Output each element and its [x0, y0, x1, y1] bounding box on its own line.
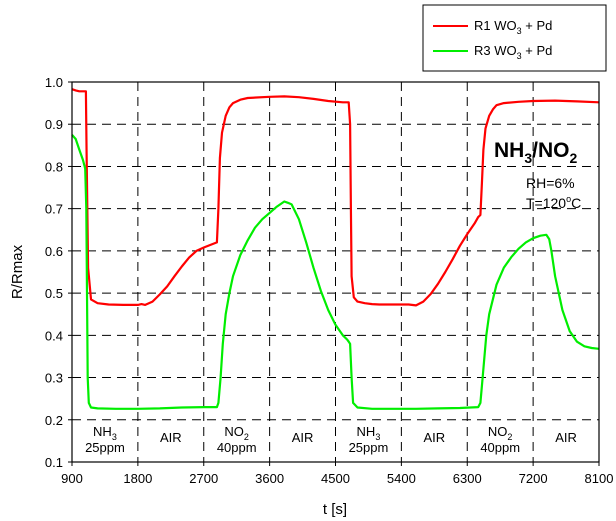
series-line-r1 — [71, 88, 600, 307]
x-tick-label: 5400 — [387, 471, 416, 486]
region-label-no2-2: 40ppm — [480, 440, 520, 455]
legend-label-r1: R1 WO3 + Pd — [474, 18, 552, 36]
series-lines — [71, 88, 600, 410]
x-tick-label: 900 — [61, 471, 83, 486]
region-label-nh3-1: NH3 — [93, 424, 117, 442]
x-tick-label: 1800 — [123, 471, 152, 486]
region-label-air-1: AIR — [160, 430, 182, 445]
x-tick-label: 3600 — [255, 471, 284, 486]
y-tick-label: 0.9 — [45, 117, 63, 132]
y-axis-ticks: 0.1 0.2 0.3 0.4 0.5 0.6 0.7 0.8 0.9 1.0 — [45, 75, 72, 470]
y-tick-label: 0.7 — [45, 202, 63, 217]
x-tick-label: 6300 — [453, 471, 482, 486]
grid-lines — [72, 82, 599, 462]
y-axis-label: R/Rmax — [9, 244, 26, 299]
region-label-no2-1: 40ppm — [217, 440, 257, 455]
region-label-air-2: AIR — [292, 430, 314, 445]
y-tick-label: 0.6 — [45, 244, 63, 259]
y-tick-label: 0.5 — [45, 286, 63, 301]
y-tick-label: 0.1 — [45, 455, 63, 470]
y-tick-label: 0.2 — [45, 413, 63, 428]
legend-label-r3: R3 WO3 + Pd — [474, 43, 552, 61]
legend: R1 WO3 + Pd R3 WO3 + Pd — [422, 4, 607, 72]
y-tick-label: 0.3 — [45, 371, 63, 386]
region-label-nh3-1: 25ppm — [85, 440, 125, 455]
x-axis-ticks: 900 1800 2700 3600 4500 5400 6300 7200 8100 — [61, 462, 613, 486]
region-label-no2-1: NO2 — [224, 424, 249, 442]
region-label-nh3-2: 25ppm — [349, 440, 389, 455]
x-tick-label: 4500 — [321, 471, 350, 486]
region-label-air-3: AIR — [423, 430, 445, 445]
region-label-nh3-2: NH3 — [357, 424, 381, 442]
y-tick-label: 0.4 — [45, 328, 63, 343]
gas-pair-label: NH3/NO2 — [494, 139, 577, 166]
y-tick-label: 0.8 — [45, 159, 63, 174]
region-label-no2-2: NO2 — [488, 424, 513, 442]
legend-box — [422, 4, 607, 72]
x-axis-label: t [s] — [323, 501, 347, 518]
series-line-r3 — [71, 134, 600, 410]
region-label-air-4: AIR — [555, 430, 577, 445]
y-tick-label: 1.0 — [45, 75, 63, 90]
x-tick-label: 8100 — [585, 471, 614, 486]
temperature-label: T=120oC — [526, 194, 581, 211]
x-tick-label: 2700 — [189, 471, 218, 486]
x-tick-label: 7200 — [519, 471, 548, 486]
humidity-label: RH=6% — [526, 175, 575, 191]
